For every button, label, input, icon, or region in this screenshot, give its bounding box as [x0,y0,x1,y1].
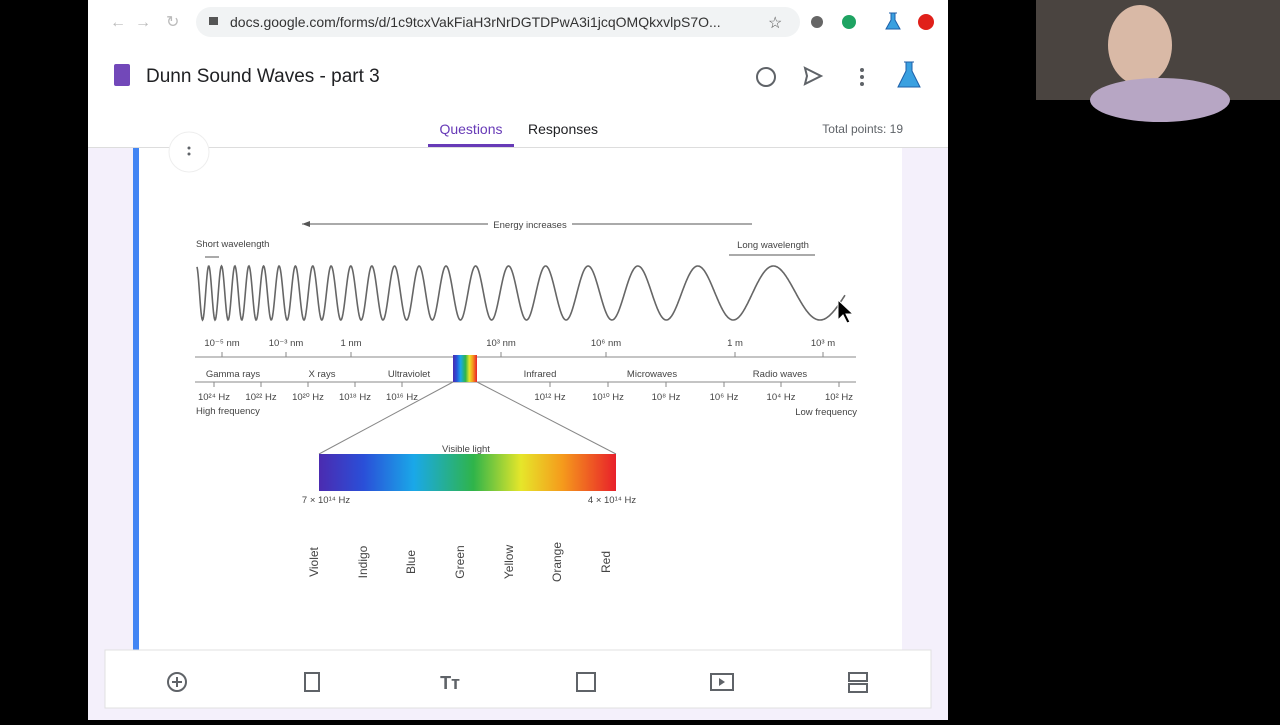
image-menu[interactable] [168,131,210,173]
tab-questions[interactable]: Questions [439,121,502,137]
add-image[interactable] [576,672,596,692]
cursor [837,298,855,324]
frequency-label: 10⁴ Hz [767,392,796,403]
long-wavelength: Long wavelength [737,240,809,251]
band-label: Microwaves [627,369,677,380]
spectrum-figure: Energy increases Short wavelength Long wav… [195,220,857,582]
tab-responses[interactable]: Responses [528,121,598,137]
url: docs.google.com/forms/d/1c9tcxVakFiaH3rN… [230,14,721,30]
palette-icon[interactable] [756,67,776,87]
visible-high: 7 × 10¹⁴ Hz [302,495,350,506]
visible-low: 4 × 10¹⁴ Hz [588,495,636,506]
account-avatar[interactable] [897,61,921,88]
band-label: Infrared [524,369,557,380]
send-icon[interactable] [803,66,824,86]
energy-label: Energy increases [493,220,567,231]
wave [196,264,846,322]
color-label: Yellow [502,545,516,580]
import-questions[interactable] [304,672,320,692]
active-indicator [133,148,139,650]
extension-icon[interactable] [918,14,934,30]
forward-button[interactable]: → [135,14,151,31]
band-label: Gamma rays [206,369,261,380]
visible-band [453,355,477,382]
forms-logo[interactable] [114,64,130,86]
form-title: Dunn Sound Waves - part 3 [146,66,380,87]
band-label: Ultraviolet [388,369,431,380]
color-label: Orange [550,542,564,582]
total-points: Total points: 19 [822,122,903,136]
star-icon[interactable]: ☆ [768,15,782,32]
visible-light-label: Visible light [442,444,490,455]
band-label: X rays [309,369,336,380]
color-label: Blue [404,550,418,574]
wavelength-label: 10⁻⁵ nm [204,338,239,349]
wavelength-label: 10³ m [811,338,835,349]
frequency-label: 10² Hz [825,392,853,403]
extension-icon[interactable] [842,15,856,29]
add-question[interactable] [167,672,187,692]
frequency-label: 10⁶ Hz [710,392,739,403]
low-frequency: Low frequency [795,407,857,418]
tab-indicator [428,144,514,147]
frequency-label: 10¹⁶ Hz [386,392,418,403]
wavelength-label: 10⁻³ nm [269,338,304,349]
wavelength-label: 1 m [727,338,743,349]
add-title[interactable]: Tт [440,673,460,693]
frequency-label: 10⁸ Hz [652,392,681,403]
frequency-label: 10²⁴ Hz [198,392,230,403]
high-frequency: High frequency [196,406,260,417]
frequency-label: 10¹⁸ Hz [339,392,371,403]
address-bar[interactable] [196,7,800,37]
frequency-label: 10¹² Hz [534,392,565,403]
extension-icon[interactable] [885,12,901,30]
color-label: Violet [307,546,321,576]
reload-button[interactable]: ↻ [166,14,179,31]
wavelength-label: 10⁶ nm [591,338,621,349]
color-label: Red [599,551,613,573]
zoom-lines [318,381,617,455]
wavelength-label: 10³ nm [486,338,516,349]
bottom-toolbar [104,649,932,709]
color-label: Green [453,545,467,578]
question-card [133,148,902,650]
visible-spectrum [319,454,616,491]
form-header [88,42,948,148]
add-video[interactable] [710,673,734,691]
more-icon[interactable] [860,68,864,86]
extension-icon[interactable] [811,16,823,28]
short-wavelength: Short wavelength [196,239,269,250]
lock-icon [209,17,218,25]
frequency-label: 10²² Hz [245,392,276,403]
frequency-label: 10¹⁰ Hz [592,392,624,403]
frequency-label: 10²⁰ Hz [292,392,324,403]
band-label: Radio waves [753,369,808,380]
back-button[interactable]: ← [110,14,126,31]
wavelength-label: 1 nm [340,338,361,349]
add-section[interactable] [848,672,868,682]
color-label: Indigo [356,545,370,578]
